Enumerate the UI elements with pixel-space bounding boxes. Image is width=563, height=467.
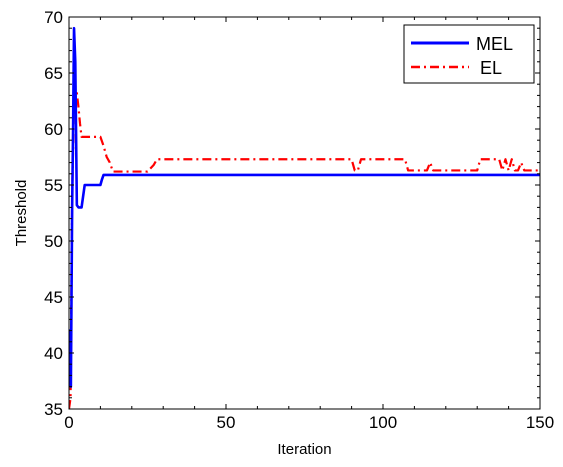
y-tick-label: 70 bbox=[44, 8, 63, 27]
series-line-el bbox=[69, 92, 540, 409]
series-line-mel bbox=[69, 26, 540, 388]
y-axis-label: Threshold bbox=[13, 180, 30, 247]
x-tick-label: 50 bbox=[217, 413, 236, 432]
y-tick-label: 60 bbox=[44, 120, 63, 139]
legend-label-el: EL bbox=[480, 58, 502, 78]
y-tick-label: 35 bbox=[44, 400, 63, 419]
legend-box bbox=[403, 24, 535, 84]
plot-area-frame bbox=[68, 16, 541, 410]
x-tick-label: 100 bbox=[369, 413, 397, 432]
x-tick-label: 150 bbox=[526, 413, 554, 432]
x-tick-label: 0 bbox=[64, 413, 73, 432]
y-tick-label: 50 bbox=[44, 232, 63, 251]
y-tick-label: 45 bbox=[44, 288, 63, 307]
series-layer bbox=[69, 26, 540, 409]
tick-label-layer: 0 50 100 150 35 40 45 50 55 60 65 70 bbox=[44, 8, 554, 432]
x-axis-label: Iteration bbox=[277, 441, 331, 458]
tick-layer bbox=[68, 16, 541, 410]
legend-label-mel: MEL bbox=[476, 34, 513, 54]
y-tick-label: 65 bbox=[44, 64, 63, 83]
legend: MEL EL bbox=[403, 24, 535, 84]
y-tick-label: 40 bbox=[44, 344, 63, 363]
y-tick-label: 55 bbox=[44, 176, 63, 195]
